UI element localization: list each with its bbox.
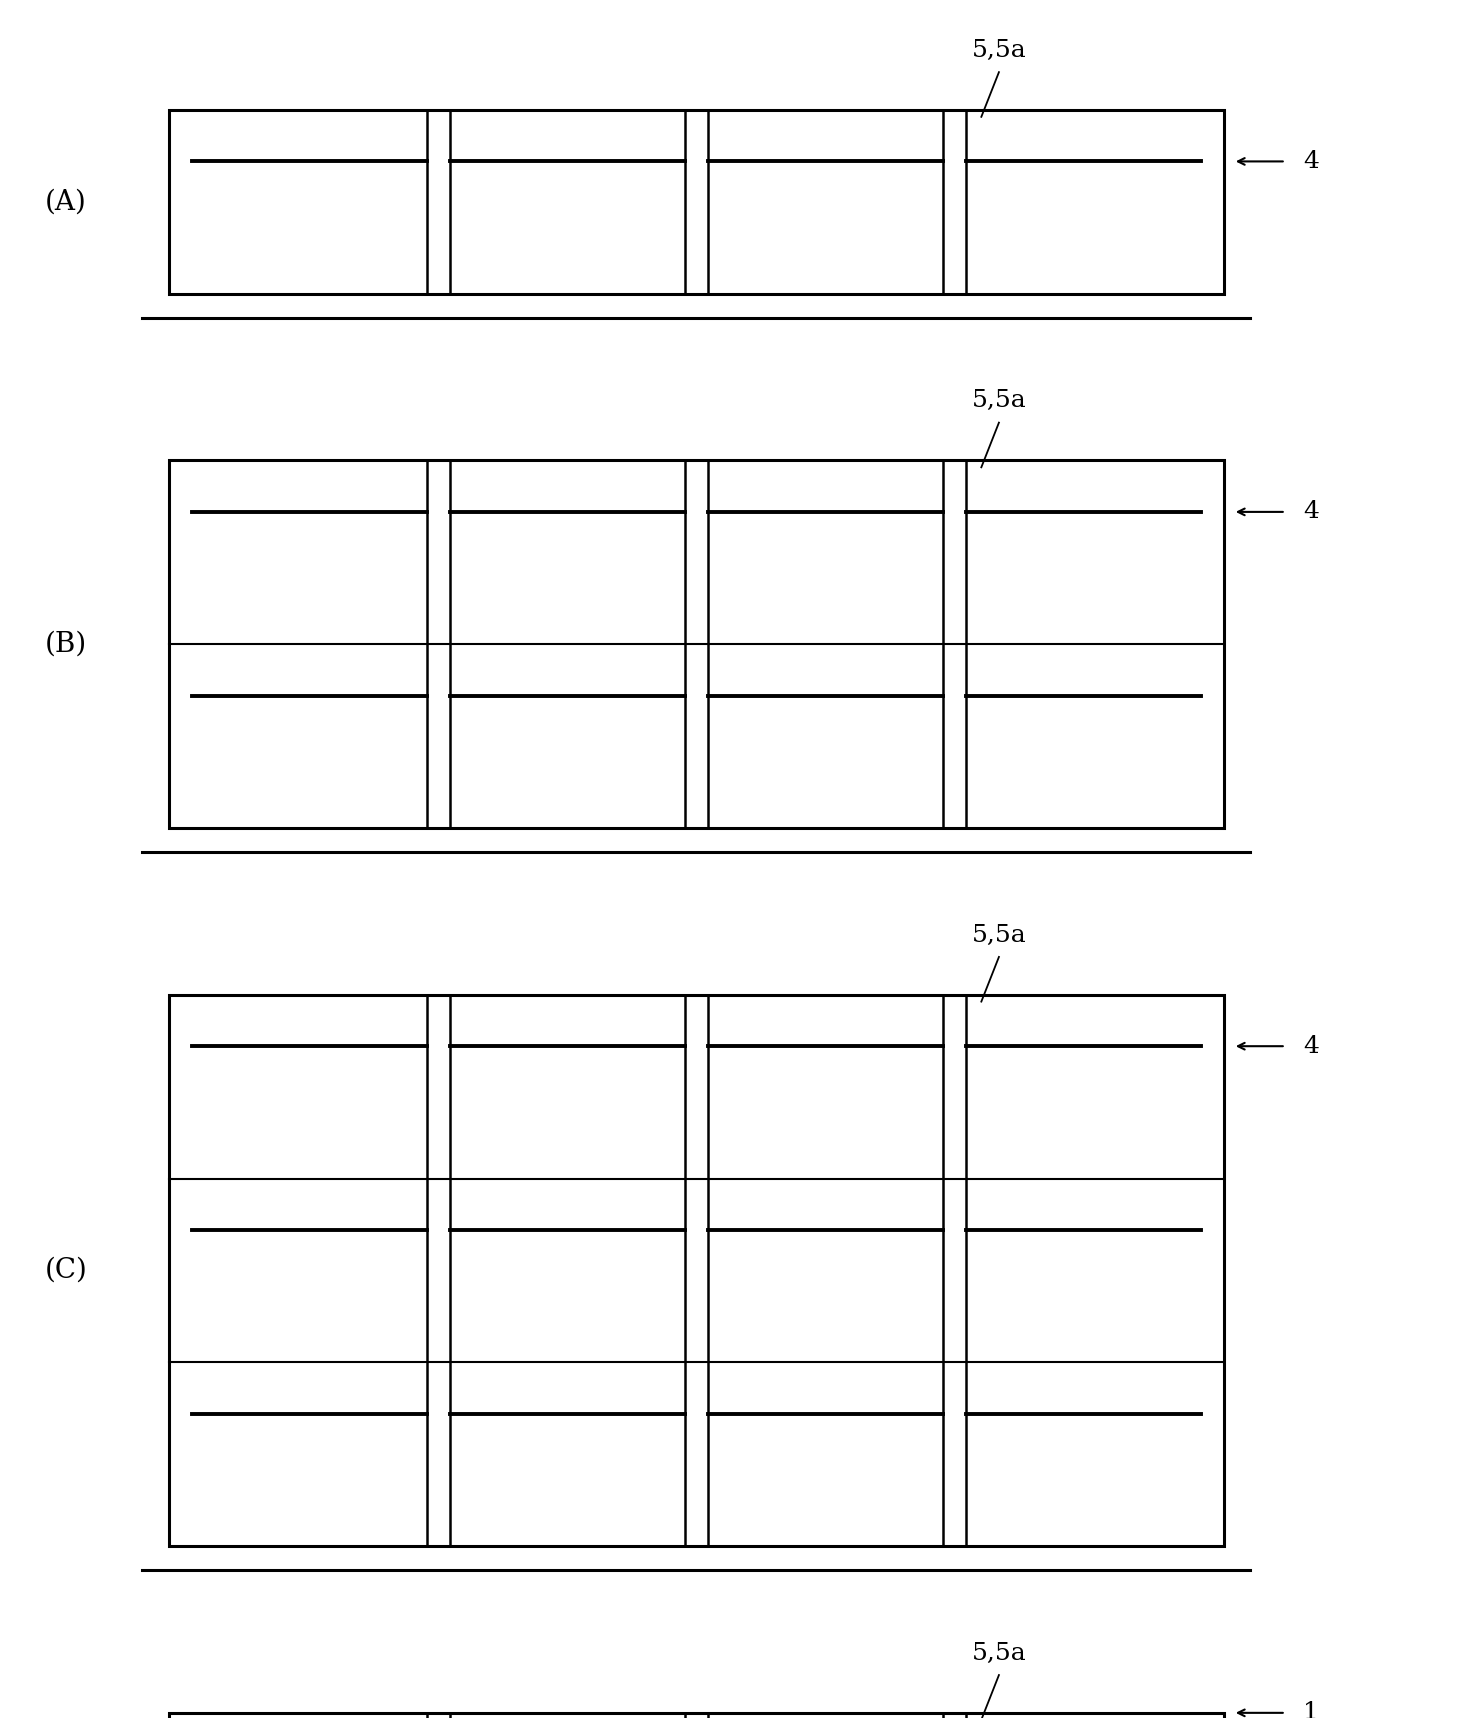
Bar (169, 1713, 1224, 1718)
Text: (C): (C) (44, 1258, 88, 1283)
Text: 5,5a: 5,5a (972, 390, 1026, 412)
Text: 4: 4 (1303, 1034, 1319, 1058)
Text: 5,5a: 5,5a (972, 40, 1026, 62)
Bar (169, 995, 1224, 1546)
Text: 4: 4 (1303, 149, 1319, 174)
Text: 4: 4 (1303, 500, 1319, 524)
Text: 1: 1 (1303, 1701, 1319, 1718)
Text: (A): (A) (45, 189, 86, 215)
Text: (B): (B) (45, 631, 86, 658)
Bar (169, 460, 1224, 828)
Text: 5,5a: 5,5a (972, 1642, 1026, 1665)
Bar (169, 110, 1224, 294)
Text: 5,5a: 5,5a (972, 924, 1026, 947)
